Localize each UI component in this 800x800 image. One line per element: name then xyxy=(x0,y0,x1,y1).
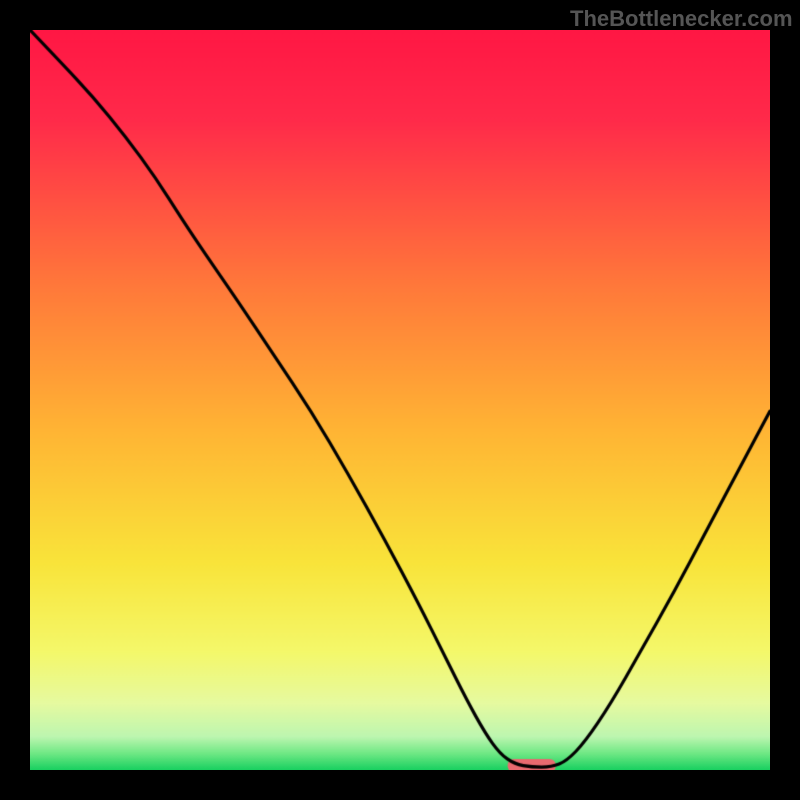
watermark-text: TheBottlenecker.com xyxy=(570,6,793,32)
curve-layer xyxy=(30,30,770,770)
plot-area xyxy=(30,30,770,770)
chart-stage: TheBottlenecker.com xyxy=(0,0,800,800)
